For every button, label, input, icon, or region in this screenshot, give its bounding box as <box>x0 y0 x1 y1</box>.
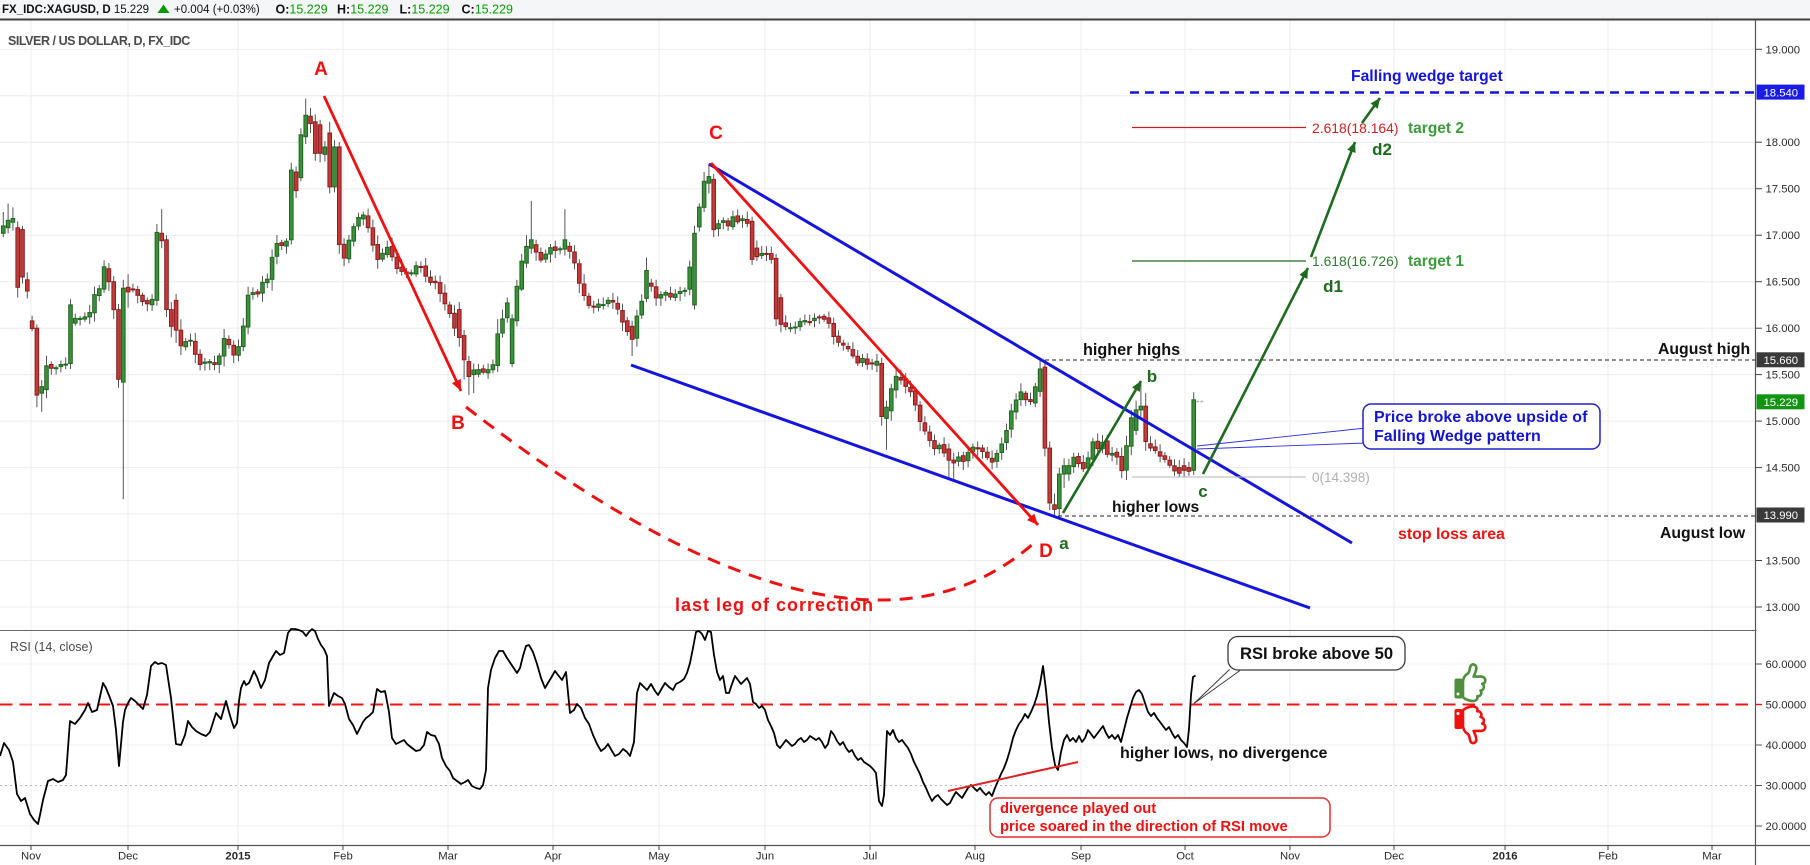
svg-text:13.500: 13.500 <box>1766 556 1801 568</box>
svg-text:FX_IDC:XAGUSD, D 15.229: FX_IDC:XAGUSD, D 15.229 <box>2 4 149 16</box>
svg-text:1.618(16.726): 1.618(16.726) <box>1312 253 1399 269</box>
svg-text:17.000: 17.000 <box>1766 230 1801 242</box>
svg-text:+0.004 (+0.03%): +0.004 (+0.03%) <box>174 4 260 16</box>
svg-text:2015: 2015 <box>225 851 250 863</box>
svg-text:15.660: 15.660 <box>1764 355 1799 367</box>
svg-text:SILVER / US DOLLAR, D, FX_IDC: SILVER / US DOLLAR, D, FX_IDC <box>8 34 190 48</box>
svg-text:RSI broke above 50: RSI broke above 50 <box>1240 644 1393 663</box>
svg-text:stop loss area: stop loss area <box>1398 526 1505 543</box>
svg-text:c: c <box>1198 482 1207 501</box>
svg-text:Feb: Feb <box>333 851 352 863</box>
svg-text:d1: d1 <box>1323 277 1343 296</box>
svg-text:Apr: Apr <box>544 851 562 863</box>
svg-text:15.000: 15.000 <box>1766 416 1801 428</box>
svg-text:Price broke above upside of: Price broke above upside of <box>1374 409 1588 426</box>
svg-text:13.000: 13.000 <box>1766 602 1801 614</box>
svg-text:Nov: Nov <box>1280 851 1300 863</box>
svg-text:Nov: Nov <box>21 851 41 863</box>
svg-text:O:15.229: O:15.229 <box>276 3 328 17</box>
svg-text:15.229: 15.229 <box>1764 397 1799 409</box>
svg-text:C:15.229: C:15.229 <box>462 3 513 17</box>
svg-text:Falling Wedge pattern: Falling Wedge pattern <box>1374 428 1541 445</box>
svg-text:30.0000: 30.0000 <box>1766 781 1807 793</box>
svg-text:Jul: Jul <box>863 851 877 863</box>
svg-text:target 2: target 2 <box>1408 120 1464 137</box>
svg-text:2.618(18.164): 2.618(18.164) <box>1312 120 1399 136</box>
svg-text:Feb: Feb <box>1598 851 1617 863</box>
svg-text:20.0000: 20.0000 <box>1766 821 1807 833</box>
svg-text:13.990: 13.990 <box>1764 510 1799 522</box>
svg-text:price soared in the direction: price soared in the direction of RSI mov… <box>1000 819 1288 835</box>
svg-text:Sep: Sep <box>1071 851 1091 863</box>
svg-text:Dec: Dec <box>118 851 138 863</box>
svg-text:D: D <box>1039 541 1053 562</box>
svg-text:Jun: Jun <box>756 851 774 863</box>
svg-text:Mar: Mar <box>438 851 458 863</box>
svg-text:Aug: Aug <box>965 851 985 863</box>
svg-text:target 1: target 1 <box>1408 253 1464 270</box>
svg-text:Oct: Oct <box>1176 851 1194 863</box>
svg-text:higher lows: higher lows <box>1112 499 1199 516</box>
svg-text:18.540: 18.540 <box>1764 87 1799 99</box>
svg-text:50.0000: 50.0000 <box>1766 700 1807 712</box>
svg-text:divergence played out: divergence played out <box>1000 801 1156 817</box>
svg-text:40.0000: 40.0000 <box>1766 740 1807 752</box>
svg-text:Falling wedge target: Falling wedge target <box>1351 68 1503 85</box>
svg-text:higher lows, no divergence: higher lows, no divergence <box>1120 744 1328 762</box>
svg-text:A: A <box>314 59 328 80</box>
svg-text:16.000: 16.000 <box>1766 323 1801 335</box>
svg-text:b: b <box>1147 367 1157 386</box>
svg-text:last leg of correction: last leg of correction <box>675 595 874 615</box>
svg-text:August low: August low <box>1660 525 1746 542</box>
svg-text:May: May <box>648 851 670 863</box>
svg-text:Dec: Dec <box>1384 851 1404 863</box>
svg-text:60.0000: 60.0000 <box>1766 659 1807 671</box>
svg-text:Mar: Mar <box>1702 851 1722 863</box>
svg-text:0(14.398): 0(14.398) <box>1312 470 1370 485</box>
svg-text:L:15.229: L:15.229 <box>400 3 450 17</box>
svg-text:August high: August high <box>1658 341 1750 358</box>
svg-text:a: a <box>1059 534 1069 553</box>
svg-text:C: C <box>709 123 723 144</box>
svg-text:H:15.229: H:15.229 <box>337 3 388 17</box>
svg-text:14.500: 14.500 <box>1766 463 1801 475</box>
svg-text:18.000: 18.000 <box>1766 137 1801 149</box>
svg-text:higher highs: higher highs <box>1083 341 1180 359</box>
svg-text:19.000: 19.000 <box>1766 44 1801 56</box>
svg-text:16.500: 16.500 <box>1766 277 1801 289</box>
svg-text:RSI (14, close): RSI (14, close) <box>10 640 93 654</box>
svg-text:15.500: 15.500 <box>1766 370 1801 382</box>
svg-text:2016: 2016 <box>1492 851 1517 863</box>
svg-text:B: B <box>451 413 465 434</box>
svg-text:d2: d2 <box>1372 140 1392 159</box>
svg-text:17.500: 17.500 <box>1766 184 1801 196</box>
